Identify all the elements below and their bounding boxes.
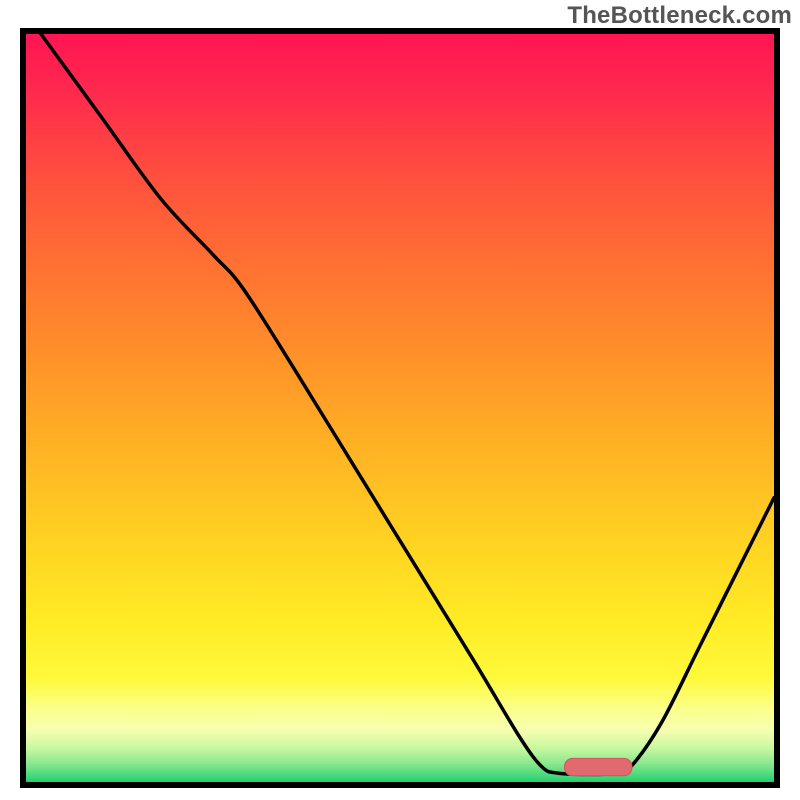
watermark-text: TheBottleneck.com xyxy=(567,2,792,30)
panel-border xyxy=(20,28,780,788)
chart-stage: TheBottleneck.com xyxy=(0,0,800,800)
